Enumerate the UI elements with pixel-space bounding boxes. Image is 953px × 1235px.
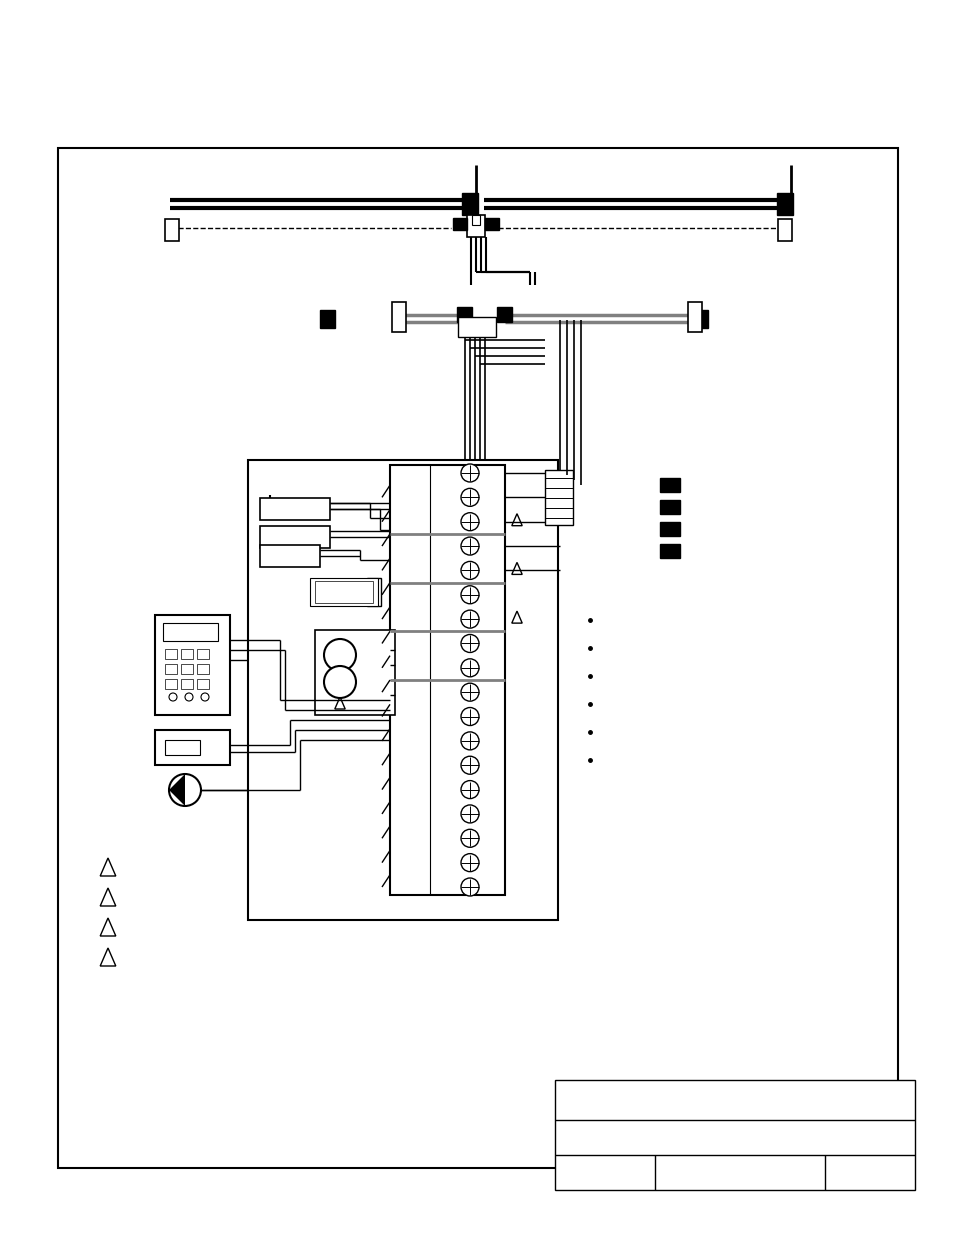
Bar — [260, 526, 330, 548]
Circle shape — [460, 732, 478, 750]
Bar — [687, 303, 701, 332]
Bar — [248, 459, 558, 920]
Bar — [778, 219, 791, 241]
Circle shape — [460, 853, 478, 872]
Bar — [154, 615, 230, 715]
Bar — [453, 219, 467, 230]
Circle shape — [460, 658, 478, 677]
Bar — [544, 471, 573, 525]
Circle shape — [460, 683, 478, 701]
Bar — [165, 679, 177, 689]
Bar — [390, 466, 504, 895]
Bar — [392, 303, 406, 332]
Bar — [58, 148, 897, 1168]
Bar — [154, 730, 230, 764]
Bar — [163, 622, 218, 641]
Circle shape — [169, 693, 177, 701]
Bar — [165, 664, 177, 674]
Circle shape — [460, 781, 478, 799]
Bar — [181, 679, 193, 689]
Bar — [497, 308, 512, 322]
Circle shape — [460, 635, 478, 652]
Bar — [165, 219, 179, 241]
Bar — [310, 578, 377, 606]
Bar — [457, 317, 496, 337]
Bar — [314, 580, 373, 603]
Bar — [181, 664, 193, 674]
Circle shape — [460, 585, 478, 604]
Circle shape — [324, 638, 355, 671]
Bar — [659, 543, 679, 558]
Circle shape — [460, 537, 478, 555]
Circle shape — [460, 805, 478, 823]
Circle shape — [324, 666, 355, 698]
Bar — [555, 1079, 914, 1191]
Circle shape — [460, 513, 478, 531]
Bar — [461, 193, 477, 215]
Circle shape — [460, 829, 478, 847]
Bar — [659, 500, 679, 514]
Bar — [692, 310, 707, 329]
Circle shape — [460, 610, 478, 629]
Circle shape — [185, 693, 193, 701]
Polygon shape — [169, 774, 185, 806]
Bar — [260, 498, 330, 520]
Circle shape — [460, 464, 478, 482]
Bar — [659, 522, 679, 536]
Circle shape — [460, 488, 478, 506]
Bar — [165, 650, 177, 659]
Bar — [260, 545, 319, 567]
Bar — [196, 679, 209, 689]
Circle shape — [169, 774, 201, 806]
Bar — [196, 650, 209, 659]
Bar — [181, 650, 193, 659]
Bar — [472, 215, 479, 225]
Circle shape — [201, 693, 209, 701]
Bar — [367, 578, 380, 606]
Circle shape — [460, 756, 478, 774]
Bar — [484, 219, 498, 230]
Bar — [776, 193, 792, 215]
Bar — [165, 740, 200, 755]
Bar — [659, 478, 679, 492]
Circle shape — [460, 562, 478, 579]
Circle shape — [460, 708, 478, 725]
Bar — [314, 630, 395, 715]
Bar — [319, 310, 335, 329]
Bar — [456, 308, 472, 322]
Circle shape — [460, 878, 478, 897]
Bar — [467, 215, 484, 237]
Bar — [196, 664, 209, 674]
